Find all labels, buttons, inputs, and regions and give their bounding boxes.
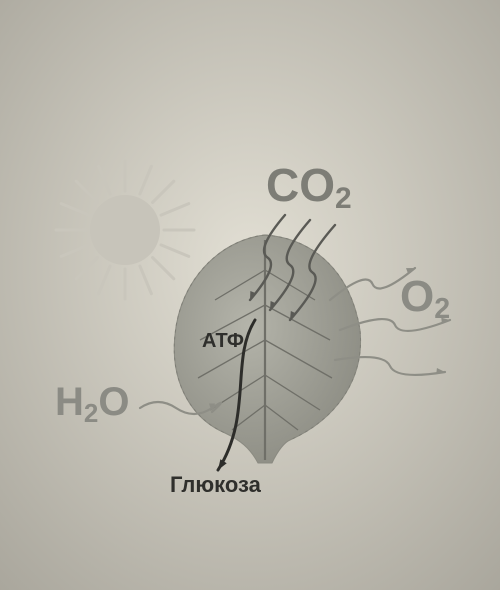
atp-text: АТФ: [202, 330, 244, 352]
label-atp: АТФ: [202, 330, 244, 353]
glucose-text: Глюкоза: [170, 472, 261, 497]
sun-icon: [56, 161, 194, 299]
label-glucose: Глюкоза: [170, 472, 261, 498]
o2-sub: 2: [434, 293, 450, 325]
o2-text: O: [400, 272, 434, 321]
h2o-text2: O: [98, 380, 129, 424]
label-co2: CO2: [266, 158, 352, 212]
co2-sub: 2: [335, 182, 352, 215]
label-o2: O2: [400, 272, 450, 322]
label-h2o: H2O: [55, 380, 129, 425]
h2o-sub: 2: [84, 398, 98, 428]
co2-text: CO: [266, 159, 335, 211]
h2o-text1: H: [55, 380, 84, 424]
